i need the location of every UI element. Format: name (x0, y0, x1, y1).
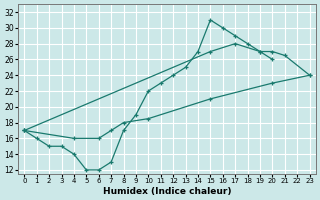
X-axis label: Humidex (Indice chaleur): Humidex (Indice chaleur) (103, 187, 231, 196)
